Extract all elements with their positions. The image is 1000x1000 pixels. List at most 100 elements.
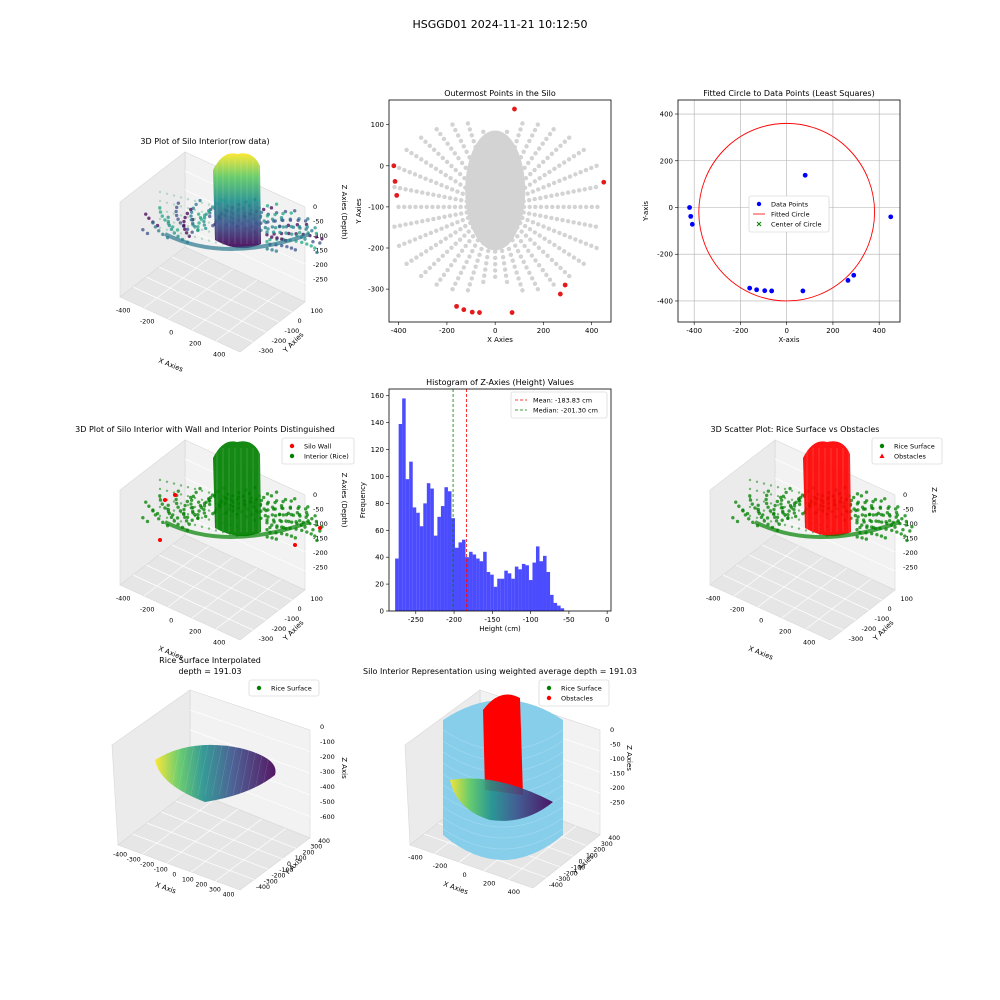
x-tick-label: 0 xyxy=(169,616,173,624)
z-axis-label: Z Axies (Depth) xyxy=(340,185,348,240)
grid-line xyxy=(184,227,306,284)
data-point xyxy=(737,504,741,508)
data-point xyxy=(287,519,291,524)
data-point xyxy=(516,276,521,281)
data-point xyxy=(904,523,908,527)
data-point xyxy=(200,498,204,501)
data-point xyxy=(533,258,538,263)
data-point xyxy=(581,147,586,153)
data-point xyxy=(463,243,468,249)
data-point xyxy=(515,234,520,239)
data-point xyxy=(748,505,752,509)
data-point xyxy=(289,499,293,503)
data-point xyxy=(776,522,780,525)
data-point xyxy=(550,204,555,210)
chart-title: 3D Plot of Silo Interior with Wall and I… xyxy=(75,425,335,434)
cylinder-ring xyxy=(442,828,564,850)
data-point xyxy=(551,228,557,233)
data-point xyxy=(275,236,279,240)
x-axis-label: Height (cm) xyxy=(479,625,521,633)
x-axis-label: X Axies xyxy=(442,880,469,896)
histogram-bar xyxy=(454,547,459,611)
data-point xyxy=(311,527,315,532)
data-point xyxy=(520,121,525,126)
data-point xyxy=(408,221,414,226)
data-point xyxy=(190,230,194,234)
data-point xyxy=(207,509,211,512)
data-point xyxy=(189,214,193,218)
data-point xyxy=(281,218,285,223)
data-point xyxy=(893,525,897,529)
data-point xyxy=(189,506,194,510)
grid-line xyxy=(145,564,267,621)
data-point xyxy=(879,499,883,503)
y-tick-label: 100 xyxy=(901,595,913,603)
fitted-circle xyxy=(698,122,876,302)
data-point xyxy=(402,241,407,246)
data-point xyxy=(549,257,555,263)
data-point xyxy=(407,170,412,175)
data-point xyxy=(438,131,443,137)
data-point xyxy=(193,208,197,212)
data-point xyxy=(775,515,780,520)
data-point xyxy=(769,502,773,505)
x-tick-label: 0 xyxy=(172,872,176,879)
y-tick-label: -400 xyxy=(657,297,673,305)
z-tick-label: -250 xyxy=(903,564,918,572)
data-point xyxy=(762,491,766,494)
data-point xyxy=(762,288,768,294)
data-point xyxy=(557,178,562,184)
data-point xyxy=(275,524,279,528)
data-point xyxy=(190,518,194,522)
data-point xyxy=(409,258,414,263)
data-point xyxy=(801,511,805,516)
histogram-bar xyxy=(546,571,551,611)
legend-label: Obstacles xyxy=(561,695,594,703)
data-point xyxy=(423,176,428,181)
y-tick-label: 300 xyxy=(310,844,322,851)
data-point xyxy=(527,204,532,210)
data-point xyxy=(200,489,204,492)
data-point xyxy=(273,507,277,511)
data-point xyxy=(562,176,567,181)
data-point xyxy=(434,228,439,233)
data-point xyxy=(731,516,735,520)
data-point xyxy=(452,204,458,210)
data-point xyxy=(440,253,445,259)
data-point xyxy=(792,504,797,508)
data-point xyxy=(472,243,478,248)
data-point xyxy=(452,151,458,156)
data-point xyxy=(504,129,510,135)
x-tick-label: -200 xyxy=(439,327,455,335)
data-point xyxy=(423,160,429,165)
data-point xyxy=(566,157,572,162)
data-point xyxy=(455,219,460,225)
data-point xyxy=(790,489,794,492)
data-point xyxy=(783,523,787,527)
data-point xyxy=(748,478,752,482)
data-point xyxy=(403,187,408,192)
data-point xyxy=(467,254,472,259)
data-point xyxy=(196,225,200,229)
histogram-bar xyxy=(535,546,540,611)
histogram-bar xyxy=(543,555,547,611)
legend-marker xyxy=(546,695,552,701)
data-point xyxy=(261,495,266,500)
data-point xyxy=(449,263,454,268)
data-point xyxy=(436,215,442,221)
data-point xyxy=(283,497,288,502)
data-point xyxy=(392,224,397,229)
legend-marker xyxy=(756,221,762,227)
data-point xyxy=(467,282,473,287)
outer-point xyxy=(512,106,517,112)
data-point xyxy=(183,215,187,220)
data-point xyxy=(309,244,313,248)
data-point xyxy=(873,497,878,502)
data-point xyxy=(888,514,892,518)
data-point xyxy=(904,519,909,524)
data-point xyxy=(281,499,285,504)
data-point xyxy=(423,232,428,238)
data-point xyxy=(896,505,900,509)
data-point xyxy=(172,212,176,215)
data-point xyxy=(200,201,204,204)
